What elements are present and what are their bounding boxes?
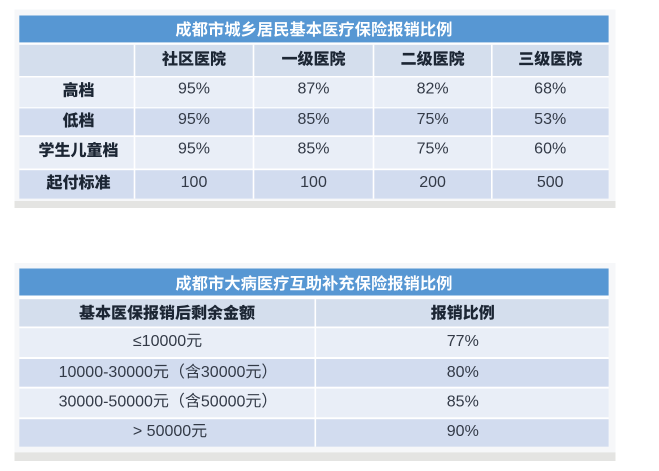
svg-text:10000-30000: 10000-30000	[59, 364, 153, 381]
svg-text:> 50000: > 50000	[133, 423, 191, 440]
svg-text:30000-50000: 30000-50000	[59, 393, 153, 410]
svg-text:100: 100	[181, 174, 208, 191]
svg-text:90%: 90%	[447, 423, 479, 440]
svg-text:85%: 85%	[297, 141, 329, 158]
svg-text:95%: 95%	[178, 141, 210, 158]
svg-text:60%: 60%	[534, 141, 566, 158]
svg-text:82%: 82%	[417, 81, 449, 98]
svg-text:75%: 75%	[417, 141, 449, 158]
svg-text:68%: 68%	[534, 81, 566, 98]
svg-text:87%: 87%	[297, 81, 329, 98]
svg-text:80%: 80%	[447, 364, 479, 381]
svg-text:75%: 75%	[417, 111, 449, 128]
svg-text:30000: 30000	[201, 364, 246, 381]
svg-text:53%: 53%	[534, 111, 566, 128]
svg-text:500: 500	[537, 174, 564, 191]
svg-text:85%: 85%	[447, 393, 479, 410]
svg-text:100: 100	[300, 174, 327, 191]
svg-text:95%: 95%	[178, 111, 210, 128]
svg-text:50000: 50000	[201, 393, 246, 410]
svg-text:85%: 85%	[297, 111, 329, 128]
svg-text:200: 200	[419, 174, 446, 191]
svg-text:95%: 95%	[178, 81, 210, 98]
svg-text:77%: 77%	[447, 333, 479, 350]
svg-text:≤10000: ≤10000	[133, 333, 186, 350]
